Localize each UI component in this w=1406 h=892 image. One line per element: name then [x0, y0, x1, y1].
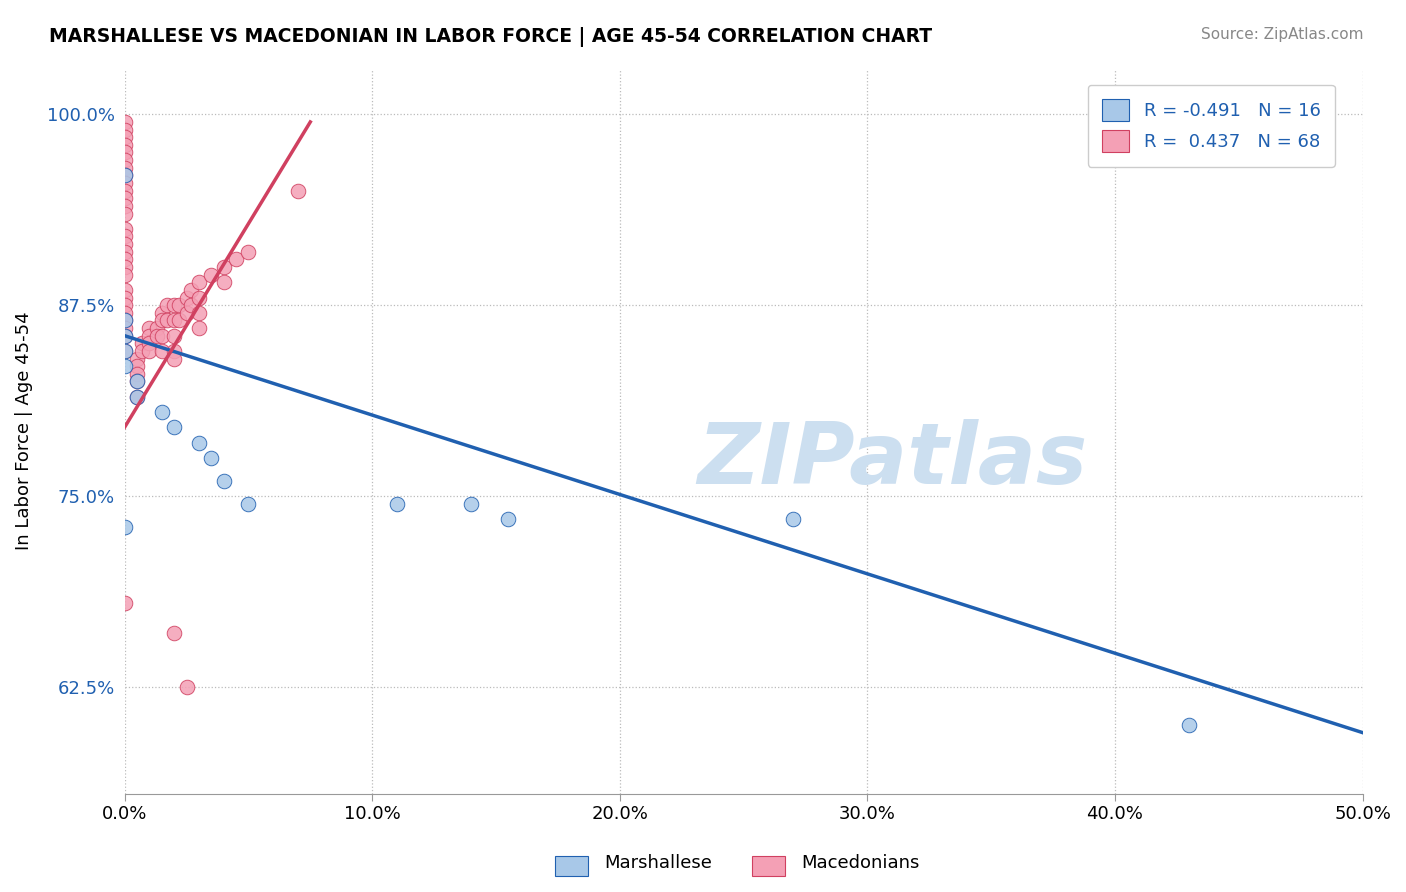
Point	[114, 169, 136, 183]
Point	[114, 244, 136, 259]
Point	[187, 435, 209, 450]
Point	[114, 191, 136, 205]
Point	[125, 359, 148, 374]
Text: Macedonians: Macedonians	[801, 855, 920, 872]
Point	[114, 306, 136, 320]
Point	[212, 275, 235, 289]
Point	[114, 222, 136, 236]
Point	[180, 283, 202, 297]
Point	[114, 321, 136, 335]
Point	[176, 306, 198, 320]
Point	[150, 405, 173, 419]
Point	[114, 343, 136, 358]
Point	[114, 206, 136, 220]
Point	[138, 336, 160, 351]
Text: Source: ZipAtlas.com: Source: ZipAtlas.com	[1201, 27, 1364, 42]
Point	[114, 328, 136, 343]
Point	[114, 252, 136, 267]
Point	[146, 328, 169, 343]
Point	[114, 260, 136, 274]
Point	[114, 137, 136, 152]
Point	[156, 313, 179, 327]
Point	[200, 268, 222, 282]
Text: MARSHALLESE VS MACEDONIAN IN LABOR FORCE | AGE 45-54 CORRELATION CHART: MARSHALLESE VS MACEDONIAN IN LABOR FORCE…	[49, 27, 932, 46]
Point	[114, 313, 136, 327]
Point	[187, 321, 209, 335]
Point	[163, 420, 186, 434]
Point	[163, 626, 186, 640]
Point	[146, 321, 169, 335]
Point	[163, 351, 186, 366]
Point	[176, 680, 198, 694]
Text: Marshallese: Marshallese	[605, 855, 713, 872]
Point	[114, 122, 136, 136]
Point	[176, 291, 198, 305]
Point	[163, 313, 186, 327]
Point	[131, 336, 153, 351]
Point	[167, 313, 190, 327]
Point	[125, 375, 148, 389]
Point	[125, 390, 148, 404]
Point	[125, 375, 148, 389]
Point	[138, 321, 160, 335]
Point	[187, 306, 209, 320]
Point	[287, 184, 309, 198]
Point	[150, 343, 173, 358]
Point	[114, 343, 136, 358]
Point	[167, 298, 190, 312]
Point	[114, 359, 136, 374]
Point	[238, 244, 260, 259]
Point	[114, 268, 136, 282]
Point	[125, 390, 148, 404]
Point	[498, 512, 520, 526]
Point	[180, 298, 202, 312]
Point	[1178, 718, 1201, 732]
Point	[782, 512, 804, 526]
Point	[460, 497, 482, 511]
Point	[156, 298, 179, 312]
Point	[150, 328, 173, 343]
Point	[212, 474, 235, 488]
Point	[114, 313, 136, 327]
Point	[163, 328, 186, 343]
Point	[114, 291, 136, 305]
Point	[187, 275, 209, 289]
Point	[225, 252, 247, 267]
Point	[125, 351, 148, 366]
Point	[114, 130, 136, 145]
Text: ZIPatlas: ZIPatlas	[697, 418, 1087, 501]
Point	[138, 343, 160, 358]
Legend: R = -0.491   N = 16, R =  0.437   N = 68: R = -0.491 N = 16, R = 0.437 N = 68	[1088, 85, 1334, 167]
Point	[150, 306, 173, 320]
Point	[238, 497, 260, 511]
Point	[114, 237, 136, 252]
Point	[114, 519, 136, 533]
Point	[125, 367, 148, 381]
Point	[114, 169, 136, 183]
Point	[187, 291, 209, 305]
Point	[163, 298, 186, 312]
Point	[114, 115, 136, 129]
Point	[114, 153, 136, 168]
Point	[114, 596, 136, 610]
Point	[114, 145, 136, 160]
Point	[114, 229, 136, 244]
Point	[385, 497, 408, 511]
Point	[114, 283, 136, 297]
Point	[114, 328, 136, 343]
Point	[114, 184, 136, 198]
Point	[212, 260, 235, 274]
Point	[131, 343, 153, 358]
Point	[138, 328, 160, 343]
Point	[114, 199, 136, 213]
Point	[114, 161, 136, 175]
Point	[114, 176, 136, 190]
Point	[114, 298, 136, 312]
Point	[200, 450, 222, 465]
Y-axis label: In Labor Force | Age 45-54: In Labor Force | Age 45-54	[15, 312, 32, 550]
Point	[150, 313, 173, 327]
Point	[163, 343, 186, 358]
